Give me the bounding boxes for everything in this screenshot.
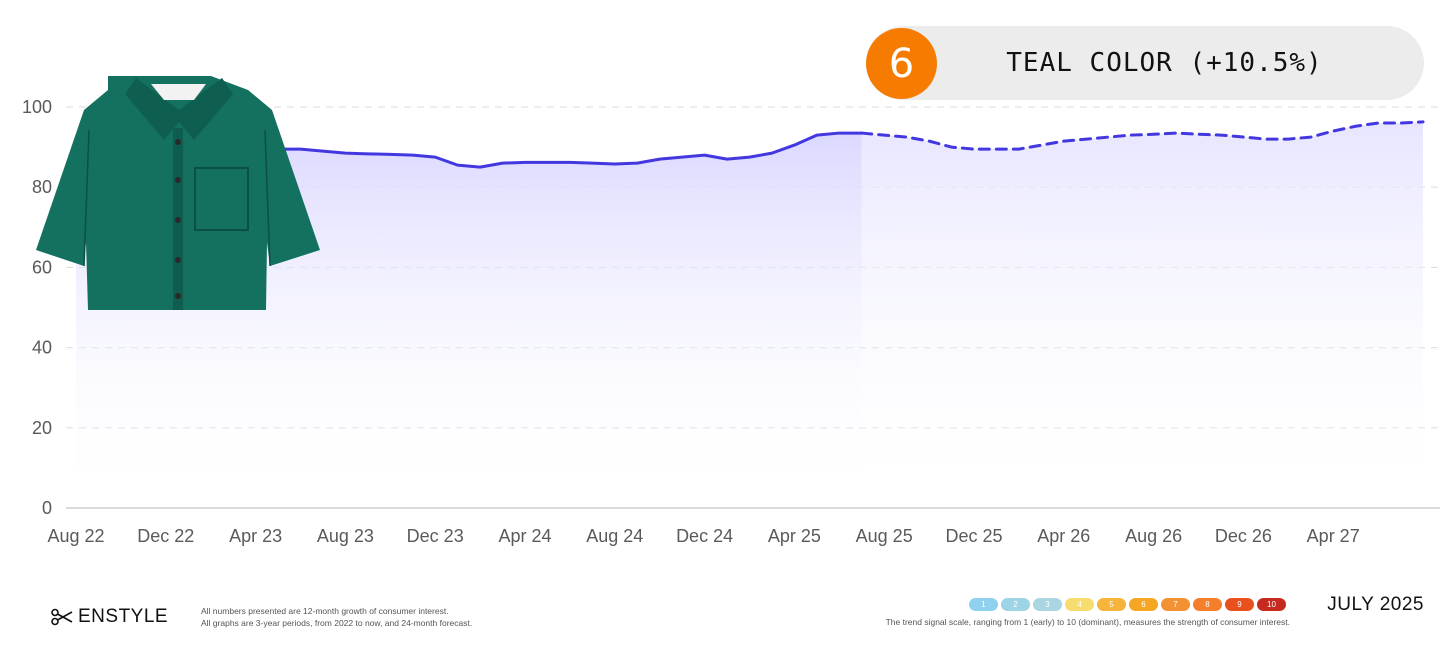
x-tick-label: Dec 25 [945,526,1002,546]
brand-name: ENSTYLE [78,606,169,627]
scale-pill-3: 3 [1033,598,1062,611]
scale-pill-9: 9 [1225,598,1254,611]
line-layer [254,120,1425,169]
trend-signal-scale: 1 2 3 4 5 6 7 8 9 10 [969,598,1286,611]
x-tick-label: Dec 26 [1215,526,1272,546]
y-tick-label: 0 [42,498,52,518]
x-tick-label: Apr 23 [229,526,282,546]
teal-shirt-image [36,76,320,310]
scale-caption: The trend signal scale, ranging from 1 (… [885,617,1290,627]
x-tick-label: Aug 23 [317,526,374,546]
x-tick-label: Aug 22 [47,526,104,546]
footnote: All numbers presented are 12-month growt… [201,605,472,629]
y-tick-label: 60 [32,257,52,277]
y-tick-label: 40 [32,338,52,358]
footnote-line-2: All graphs are 3-year periods, from 2022… [201,618,473,628]
x-tick-label: Aug 26 [1125,526,1182,546]
x-tick-label: Apr 25 [768,526,821,546]
y-tick-label: 80 [32,177,52,197]
brand-logo: ENSTYLE [50,603,168,631]
scale-pill-7: 7 [1161,598,1190,611]
x-tick-label: Apr 24 [498,526,551,546]
area-forecast [861,121,1423,508]
x-tick-label: Dec 23 [407,526,464,546]
x-tick-label: Aug 25 [856,526,913,546]
scale-pill-10: 10 [1257,598,1286,611]
historical-line [254,131,864,169]
scale-pill-5: 5 [1097,598,1126,611]
x-tick-label: Apr 26 [1037,526,1090,546]
forecast-line [860,120,1425,151]
report-date: JULY 2025 [1327,594,1424,615]
tick-layer: 0 20 40 60 80 100 Aug 22 Dec 22 Apr 23 Aug 23 Dec … [22,97,1360,546]
rank-number: 6 [866,28,937,99]
scale-pill-2: 2 [1001,598,1030,611]
y-tick-label: 20 [32,418,52,438]
x-tick-label: Apr 27 [1307,526,1360,546]
scale-pill-8: 8 [1193,598,1222,611]
x-tick-label: Dec 24 [676,526,733,546]
y-tick-label: 100 [22,97,52,117]
trend-title: TEAL COLOR (+10.5%) [1006,48,1323,78]
scale-pill-6: 6 [1129,598,1158,611]
trend-badge [866,26,1424,100]
x-tick-label: Dec 22 [137,526,194,546]
scissors-icon [51,608,73,626]
x-tick-label: Aug 24 [586,526,643,546]
scale-pill-4: 4 [1065,598,1094,611]
footnote-line-1: All numbers presented are 12-month growt… [201,606,449,616]
scale-pill-1: 1 [969,598,998,611]
